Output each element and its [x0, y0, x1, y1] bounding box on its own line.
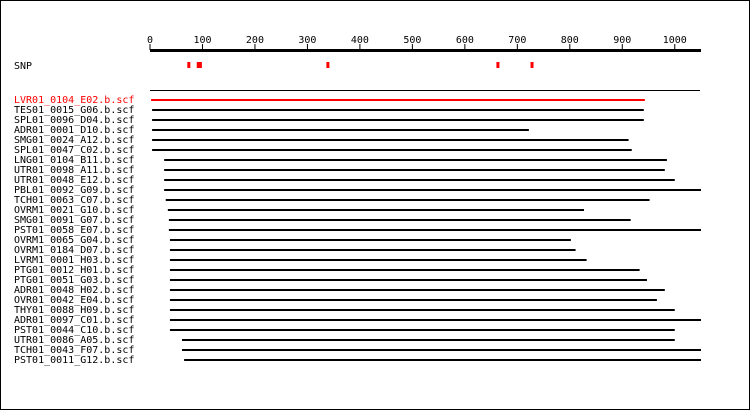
x-tick-label: 400: [351, 35, 369, 46]
read-label: OVRM1_0021_G10.b.scf: [14, 205, 134, 216]
read-bar: [169, 289, 665, 291]
snp-marker: [196, 62, 200, 68]
read-label: TES01_0015_G06.b.scf: [14, 105, 134, 116]
read-bar: [169, 279, 647, 281]
read-label: UTR01_0048_E12.b.scf: [14, 175, 134, 186]
read-bar: [152, 119, 644, 121]
read-bar: [182, 349, 701, 351]
read-label: PBL01_0092_G09.b.scf: [14, 185, 134, 196]
read-label: TCH01_0043_F07.b.scf: [14, 345, 134, 356]
read-label: LVRM1_0001_H03.b.scf: [14, 255, 134, 266]
read-label: SMG01_0024_A12.b.scf: [14, 135, 134, 146]
read-bar: [151, 99, 645, 101]
read-bar: [164, 159, 667, 161]
read-label: OVRM1_0184_D07.b.scf: [14, 245, 134, 256]
read-bar: [152, 129, 529, 131]
read-label: PST01_0044_C10.b.scf: [14, 325, 134, 336]
x-tick-label: 0: [147, 35, 153, 46]
read-label: PST01_0011_G12.b.scf: [14, 355, 134, 366]
read-bar: [169, 269, 640, 271]
x-tick-label: 300: [298, 35, 316, 46]
read-bar: [184, 359, 702, 361]
read-bar: [169, 259, 587, 261]
snp-marker: [326, 62, 330, 68]
read-label: LNG01_0104_B11.b.scf: [14, 155, 134, 166]
snp-marker: [187, 62, 191, 68]
read-bar: [164, 169, 665, 171]
snp-label: SNP: [14, 61, 32, 72]
read-label: OVR01_0042_E04.b.scf: [14, 295, 134, 306]
read-bar: [169, 299, 657, 301]
snp-marker: [198, 62, 202, 68]
read-label: OVRM1_0065_G04.b.scf: [14, 235, 134, 246]
read-bar: [168, 229, 702, 231]
x-tick-label: 700: [508, 35, 526, 46]
read-label: ADR01_0097_C01.b.scf: [14, 315, 134, 326]
read-bar: [167, 209, 584, 211]
read-bar: [182, 339, 675, 341]
read-label: THY01_0088_H09.b.scf: [14, 305, 134, 316]
read-bar: [152, 109, 644, 111]
snp-marker: [530, 62, 534, 68]
x-tick-label: 100: [193, 35, 211, 46]
x-tick-label: 1000: [663, 35, 687, 46]
x-tick-label: 200: [246, 35, 264, 46]
read-bar: [164, 179, 675, 181]
read-label: LVR01_0104_E02.b.scf: [14, 95, 134, 106]
read-label: TCH01_0063_C07.b.scf: [14, 195, 134, 206]
snp-marker: [496, 62, 500, 68]
read-bar: [169, 309, 675, 311]
read-label: PTG01_0051_G03.b.scf: [14, 275, 134, 286]
read-label: ADR01_0048_H02.b.scf: [14, 285, 134, 296]
x-tick-label: 600: [456, 35, 474, 46]
x-tick-label: 800: [561, 35, 579, 46]
x-tick-label: 500: [403, 35, 421, 46]
read-label: SPL01_0047_C02.b.scf: [14, 145, 134, 156]
axis-line: [150, 49, 701, 52]
read-bar: [152, 139, 629, 141]
read-label: SPL01_0096_D04.b.scf: [14, 115, 134, 126]
read-bar: [169, 329, 675, 331]
read-bar: [168, 219, 631, 221]
read-bar: [165, 199, 650, 201]
read-bar: [169, 319, 702, 321]
read-bar: [169, 249, 576, 251]
read-bar: [152, 149, 632, 151]
read-label: ADR01_0001_D10.b.scf: [14, 125, 134, 136]
read-label: PTG01_0012_H01.b.scf: [14, 265, 134, 276]
read-bar: [169, 239, 571, 241]
read-label: SMG01_0091_G07.b.scf: [14, 215, 134, 226]
read-label: PST01_0058_E07.b.scf: [14, 225, 134, 236]
x-tick-label: 900: [613, 35, 631, 46]
read-label: UTR01_0098_A11.b.scf: [14, 165, 134, 176]
read-label: UTR01_0086_A05.b.scf: [14, 335, 134, 346]
read-bar: [164, 189, 701, 191]
